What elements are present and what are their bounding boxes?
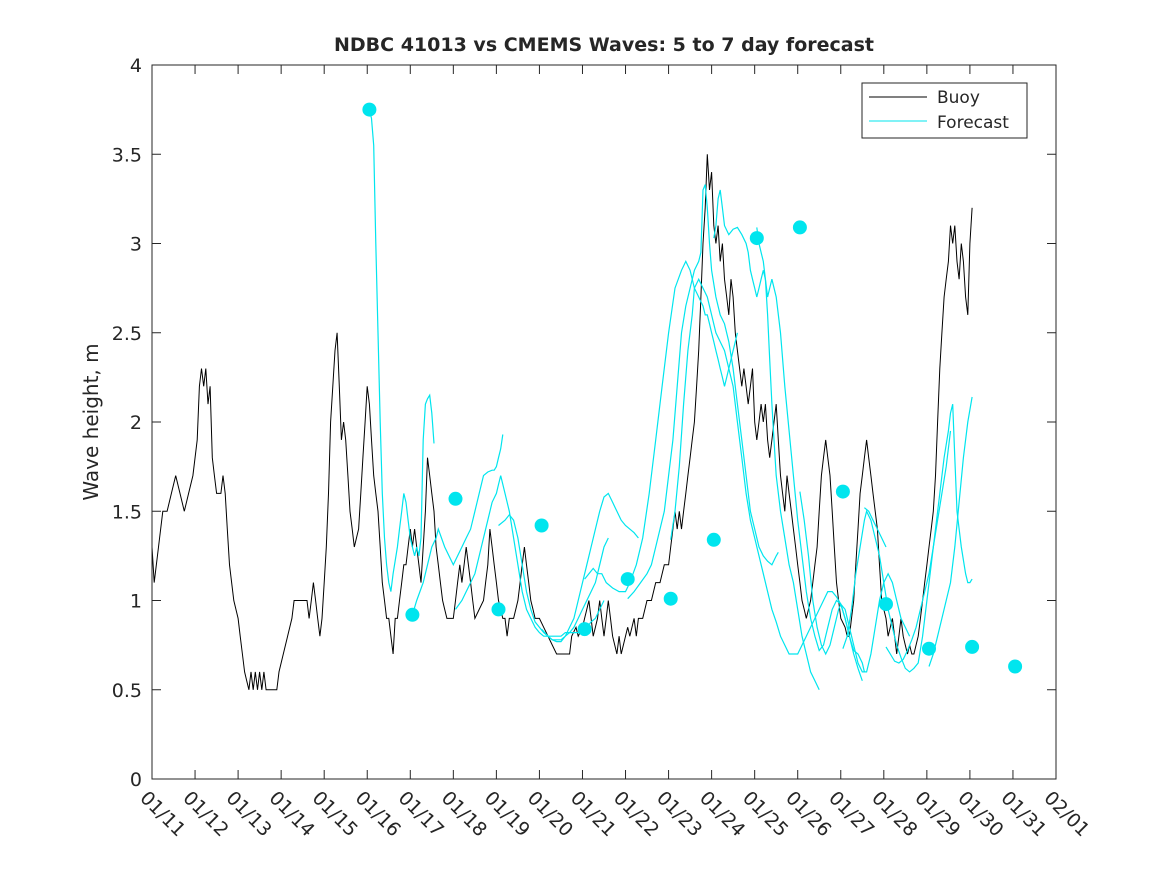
series-line-forecast <box>864 507 887 548</box>
forecast-start-marker <box>534 518 549 533</box>
legend-buoy-label: Buoy <box>937 88 980 108</box>
y-axis-label: Wave height, m <box>79 343 103 500</box>
legend-forecast-label: Forecast <box>937 113 1009 133</box>
series-line-forecast <box>455 475 609 637</box>
forecast-start-marker <box>879 597 893 612</box>
series-line-forecast <box>627 184 779 600</box>
forecast-start-marker <box>965 639 980 654</box>
y-tick-label: 4 <box>130 55 142 77</box>
series-line-forecast <box>411 434 504 615</box>
series-line-forecast <box>842 403 973 673</box>
forecast-start-marker <box>362 102 377 117</box>
series-line-forecast <box>584 260 738 593</box>
y-tick-label: 2 <box>130 412 142 434</box>
forecast-start-marker <box>448 491 463 506</box>
chart-title: NDBC 41013 vs CMEMS Waves: 5 to 7 day fo… <box>334 34 874 56</box>
series-line-forecast <box>713 189 820 691</box>
forecast-start-marker <box>749 231 764 246</box>
forecast-start-marker <box>491 602 506 617</box>
y-tick-label: 1 <box>130 591 142 613</box>
y-tick-label: 2.5 <box>112 323 142 345</box>
plot-area <box>152 65 1056 779</box>
forecast-start-marker <box>706 532 721 547</box>
forecast-start-marker <box>792 220 807 235</box>
y-tick-label: 1.5 <box>112 501 142 523</box>
y-tick-label: 0 <box>130 769 142 791</box>
y-tick-label: 0.5 <box>112 680 142 702</box>
forecast-start-marker <box>922 641 936 656</box>
forecast-start-marker <box>405 607 420 622</box>
legend: Buoy Forecast <box>861 82 1028 139</box>
series-line-forecast <box>799 491 911 673</box>
series-line-forecast <box>670 277 863 681</box>
series-line-forecast <box>885 430 952 664</box>
forecast-start-marker <box>577 622 592 637</box>
series-line-forecast <box>928 396 973 667</box>
series-line-forecast <box>368 109 435 592</box>
series-line-forecast <box>541 492 639 643</box>
forecast-start-marker <box>620 572 635 587</box>
series-line-buoy <box>151 154 973 691</box>
y-tick-label: 3 <box>130 234 142 256</box>
forecast-start-marker <box>663 591 678 606</box>
legend-box <box>861 82 1028 139</box>
forecast-start-marker <box>835 484 850 499</box>
forecast-start-marker <box>1008 659 1023 674</box>
plot-frame <box>151 64 1057 780</box>
series-line-forecast <box>756 227 865 673</box>
y-tick-label: 3.5 <box>112 144 142 166</box>
